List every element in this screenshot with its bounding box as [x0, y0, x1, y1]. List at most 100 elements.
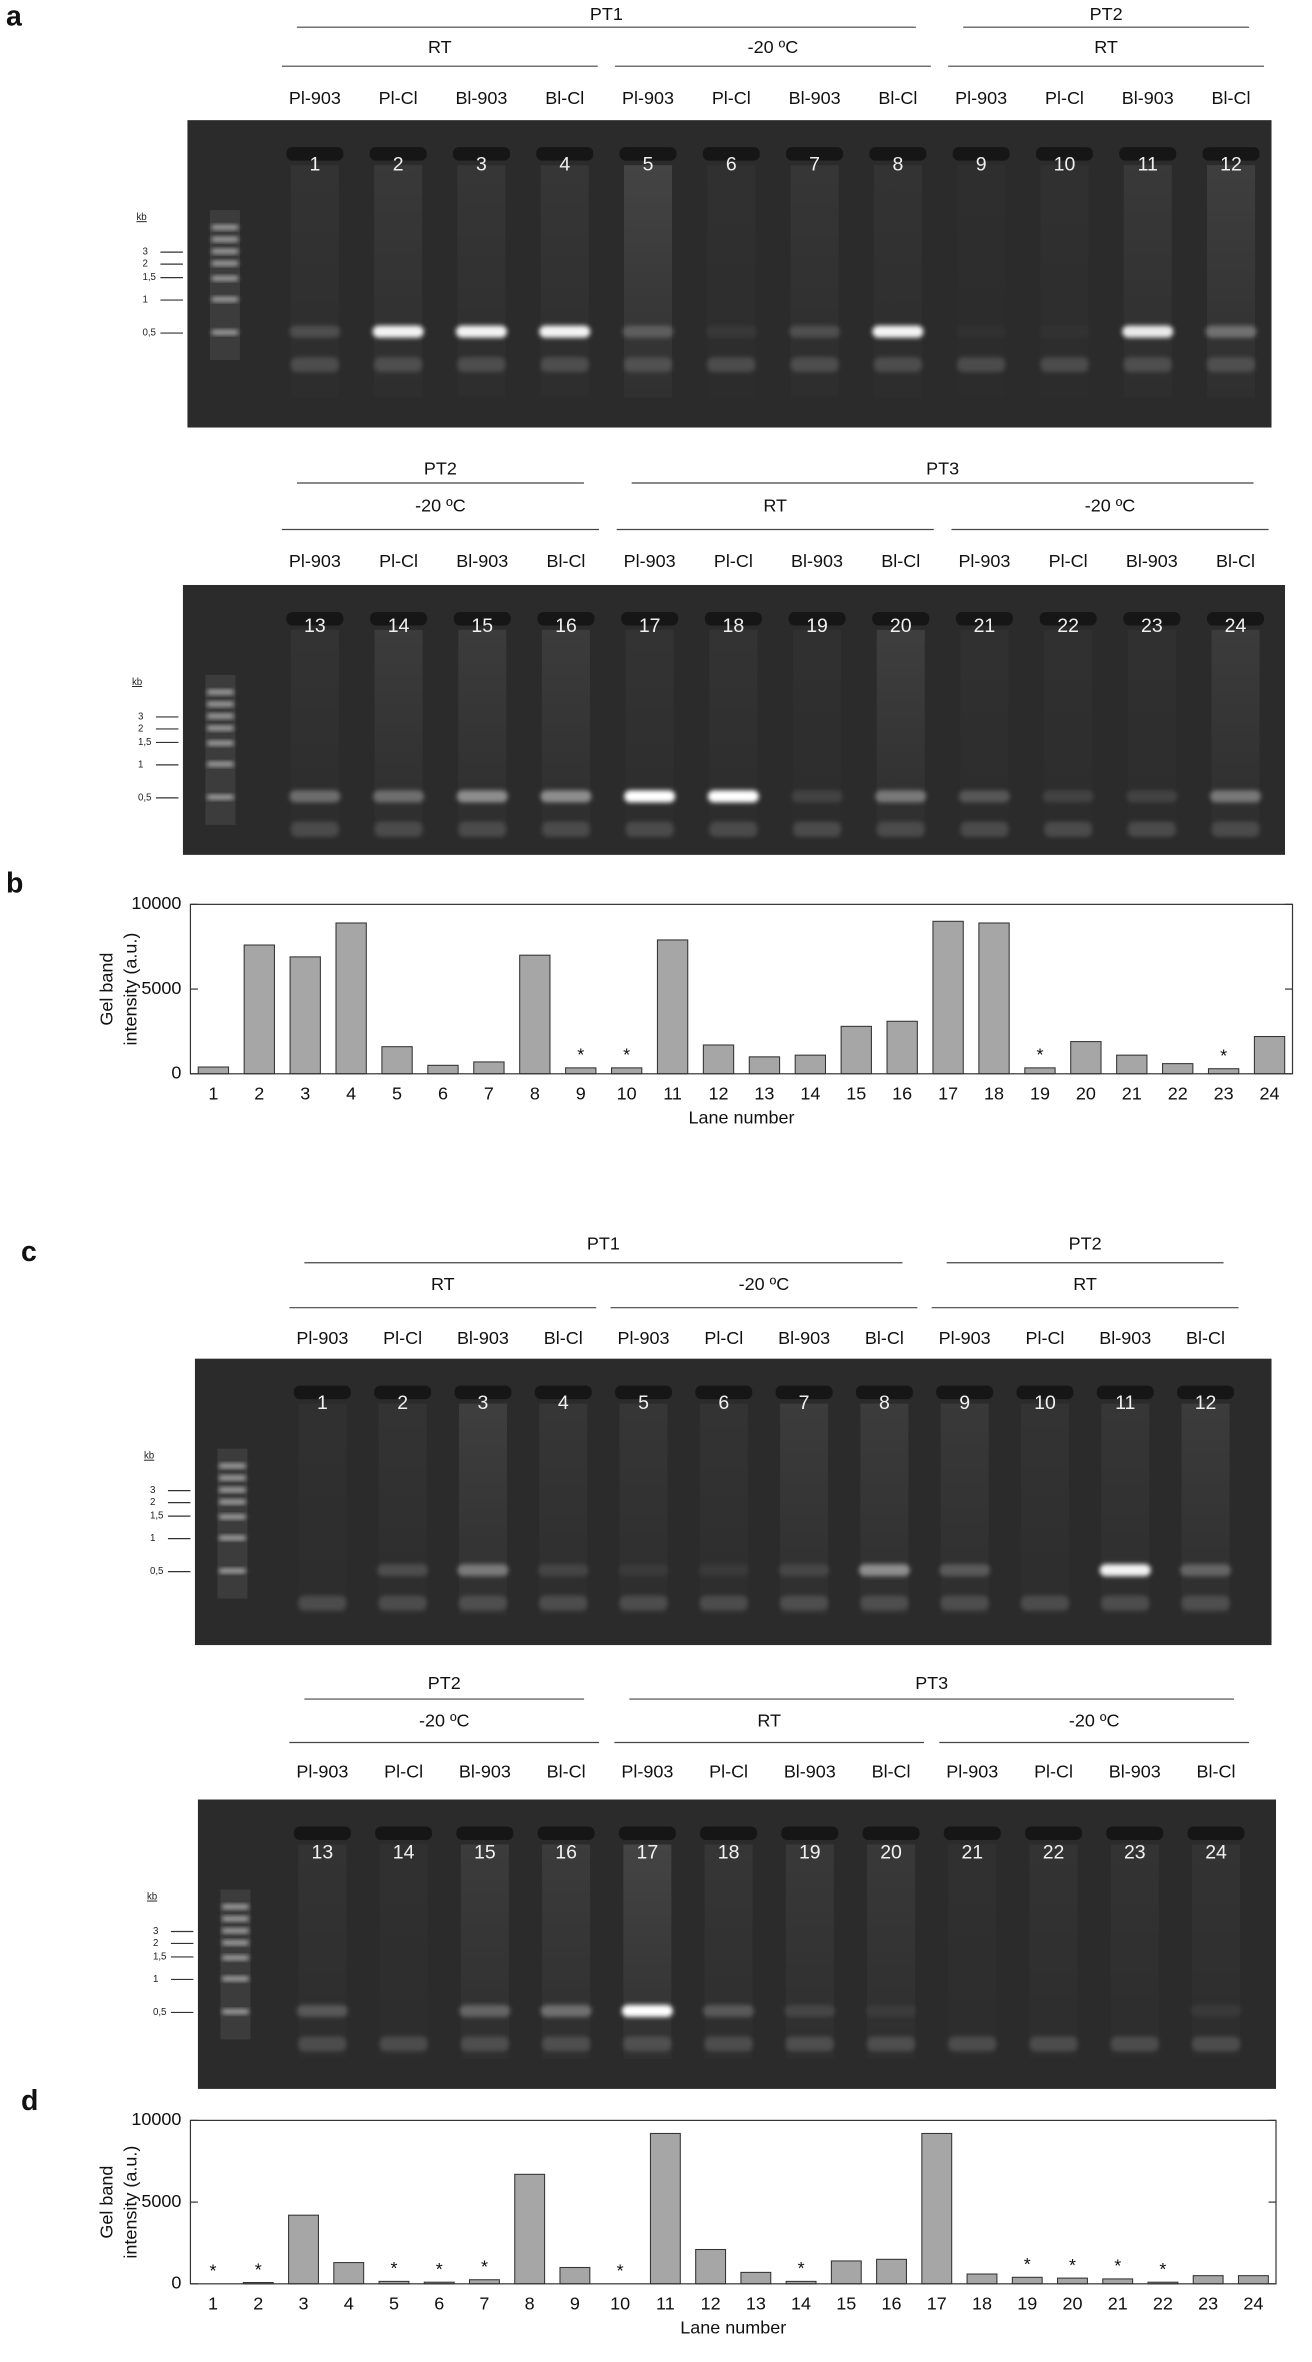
bar	[519, 954, 551, 1075]
bar	[1253, 1035, 1286, 1075]
ladder-band	[221, 1940, 249, 1945]
x-tick-label: 16	[892, 1084, 912, 1104]
lane-number: 10	[1054, 153, 1076, 175]
lane-number: 24	[1205, 1842, 1227, 1864]
dna-band	[289, 325, 341, 338]
ladder-band	[211, 276, 239, 281]
lane-number: 10	[1034, 1392, 1056, 1414]
ladder-size: 0,5	[153, 2007, 167, 2018]
x-tick-label: 11	[663, 1084, 682, 1104]
bar	[288, 2214, 319, 2285]
ladder-size: 2	[138, 724, 143, 735]
sample-label: Pl-903	[289, 551, 341, 571]
y-tick-label: 0	[171, 1063, 181, 1083]
primer-band	[541, 821, 590, 837]
bar	[740, 2271, 772, 2285]
primer-band	[458, 1595, 507, 1611]
ladder-band	[206, 701, 234, 707]
lane-smear	[1101, 1403, 1150, 1616]
x-tick-label: 3	[300, 1084, 310, 1104]
well	[788, 611, 846, 626]
primer-band	[1123, 357, 1172, 373]
group-label: PT2	[1090, 4, 1123, 24]
sample-label: Bl-903	[1109, 1761, 1161, 1781]
lane-number: 5	[638, 1392, 649, 1414]
lane-number: 12	[1195, 1392, 1217, 1414]
ladder-size: 1	[150, 1533, 155, 1544]
well	[374, 1385, 432, 1400]
dna-band	[956, 326, 1007, 338]
sample-label: Bl-903	[459, 1761, 511, 1781]
bar	[335, 922, 367, 1075]
ladder-band	[206, 725, 234, 731]
dna-band	[1126, 790, 1178, 803]
bar	[1116, 1054, 1148, 1075]
ladder-size: 1	[153, 1974, 158, 1985]
well	[618, 1826, 676, 1840]
x-tick-label: 23	[1214, 1084, 1234, 1104]
well	[286, 611, 344, 626]
lane-number: 22	[1043, 1842, 1065, 1864]
dna-band	[289, 790, 341, 803]
x-tick-label: 18	[984, 1084, 1004, 1104]
dna-band	[621, 2004, 673, 2017]
sample-label: Bl-903	[784, 1761, 836, 1781]
ladder-band	[211, 261, 239, 266]
bar	[876, 2258, 907, 2285]
dna-band	[1210, 790, 1262, 803]
x-tick-label: 2	[253, 2294, 263, 2314]
plot-frame	[189, 2119, 1277, 2285]
lane-smear	[1181, 1403, 1230, 1616]
dna-band	[1180, 1564, 1232, 1577]
ladder-unit: kb	[132, 677, 142, 688]
y-tick-label: 0	[171, 2273, 181, 2293]
ladder-smear	[205, 674, 236, 825]
x-tick-label: 20	[1076, 1084, 1096, 1104]
lane-smear	[542, 1844, 591, 2059]
x-axis-title: Lane number	[680, 2318, 786, 2338]
well	[293, 1826, 351, 1840]
x-tick-label: 10	[610, 2294, 630, 2314]
lane-number: 2	[393, 153, 404, 175]
x-tick-label: 24	[1260, 1084, 1280, 1104]
bar	[649, 2132, 681, 2285]
dna-band	[791, 790, 843, 803]
x-tick-label: 21	[1122, 1084, 1142, 1104]
primer-band	[374, 821, 423, 837]
x-tick-label: 4	[346, 1084, 356, 1104]
x-tick-label: 8	[525, 2294, 535, 2314]
well	[952, 147, 1010, 161]
bar	[702, 1044, 735, 1075]
well	[1207, 611, 1265, 626]
bar	[333, 2262, 365, 2285]
sample-label: Bl-Cl	[547, 1761, 586, 1781]
lane-number: 13	[304, 615, 326, 637]
dna-band	[1122, 325, 1174, 338]
sample-label: Pl-Cl	[1034, 1761, 1073, 1781]
x-tick-label: 9	[570, 2294, 580, 2314]
lane-number: 14	[388, 615, 410, 637]
x-tick-label: 7	[484, 1084, 494, 1104]
group-label: PT2	[424, 458, 457, 478]
x-tick-label: 15	[846, 1084, 866, 1104]
bar	[1192, 2275, 1224, 2285]
well	[869, 147, 927, 161]
bar	[748, 1056, 781, 1075]
ladder-size: 2	[142, 259, 147, 270]
sample-label: Bl-903	[456, 551, 508, 571]
dna-band	[1042, 790, 1094, 803]
primer-band	[625, 821, 674, 837]
lane-number: 9	[976, 153, 987, 175]
bar	[840, 1025, 872, 1075]
sample-label: Pl-Cl	[1049, 551, 1088, 571]
lane-number: 23	[1141, 615, 1163, 637]
lane-number: 7	[799, 1392, 810, 1414]
primer-band	[539, 1595, 588, 1611]
lane-number: 9	[959, 1392, 970, 1414]
x-tick-label: 6	[434, 2294, 444, 2314]
group-label: PT1	[590, 4, 623, 24]
bar	[427, 1064, 459, 1075]
dna-band	[624, 790, 676, 803]
dna-band	[622, 325, 674, 338]
